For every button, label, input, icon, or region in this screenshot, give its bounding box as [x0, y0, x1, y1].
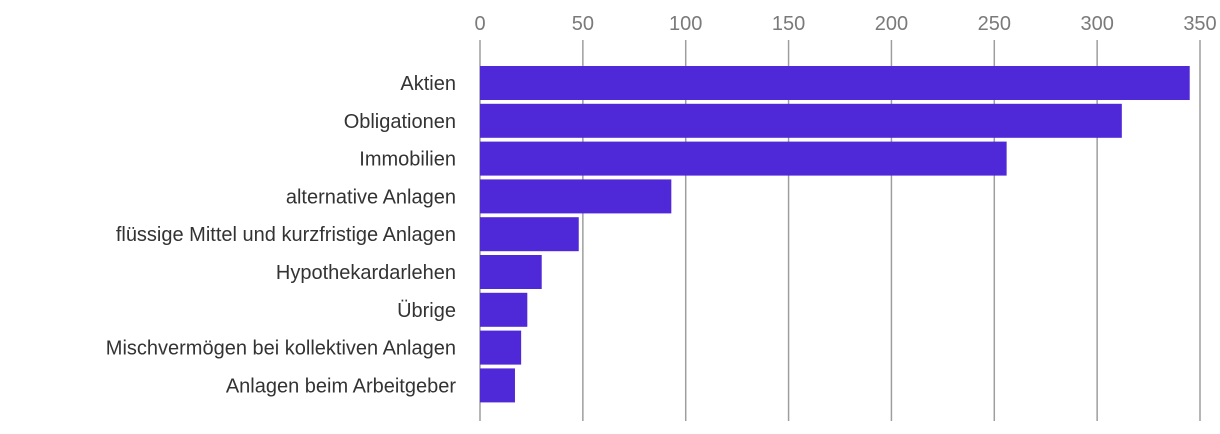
category-label: Aktien: [400, 73, 456, 95]
bar: [480, 217, 579, 252]
x-axis-ticks: 0 50 100 150 200 250 300 350: [474, 13, 1216, 35]
x-tick-label: 150: [772, 13, 805, 35]
bar: [480, 292, 528, 327]
bar: [480, 103, 1122, 138]
category-label: Übrige: [397, 300, 456, 322]
category-label: Anlagen beim Arbeitgeber: [226, 375, 456, 397]
x-tick-label: 200: [875, 13, 908, 35]
category-label: Immobilien: [359, 149, 456, 171]
category-label: Mischvermögen bei kollektiven Anlagen: [106, 338, 456, 360]
bar: [480, 255, 542, 289]
x-tick-label: 350: [1183, 13, 1216, 35]
category-label: flüssige Mittel und kurzfristige Anlagen: [116, 224, 456, 246]
gridlines: [479, 40, 1201, 421]
x-tick-label: 250: [978, 13, 1011, 35]
x-tick-label: 0: [474, 13, 485, 35]
bars: [480, 66, 1190, 403]
bar: [480, 330, 522, 365]
x-tick-label: 100: [669, 13, 702, 35]
x-tick-label: 300: [1080, 13, 1113, 35]
bar: [480, 368, 515, 403]
category-labels: Aktien Obligationen Immobilien alternative …: [106, 73, 457, 397]
category-label: Hypothekardarlehen: [276, 262, 456, 284]
x-tick-label: 50: [572, 13, 594, 35]
category-label: alternative Anlagen: [286, 186, 456, 208]
bar: [480, 141, 1007, 176]
bar: [480, 66, 1190, 100]
bar: [480, 179, 672, 214]
category-label: Obligationen: [344, 111, 456, 133]
